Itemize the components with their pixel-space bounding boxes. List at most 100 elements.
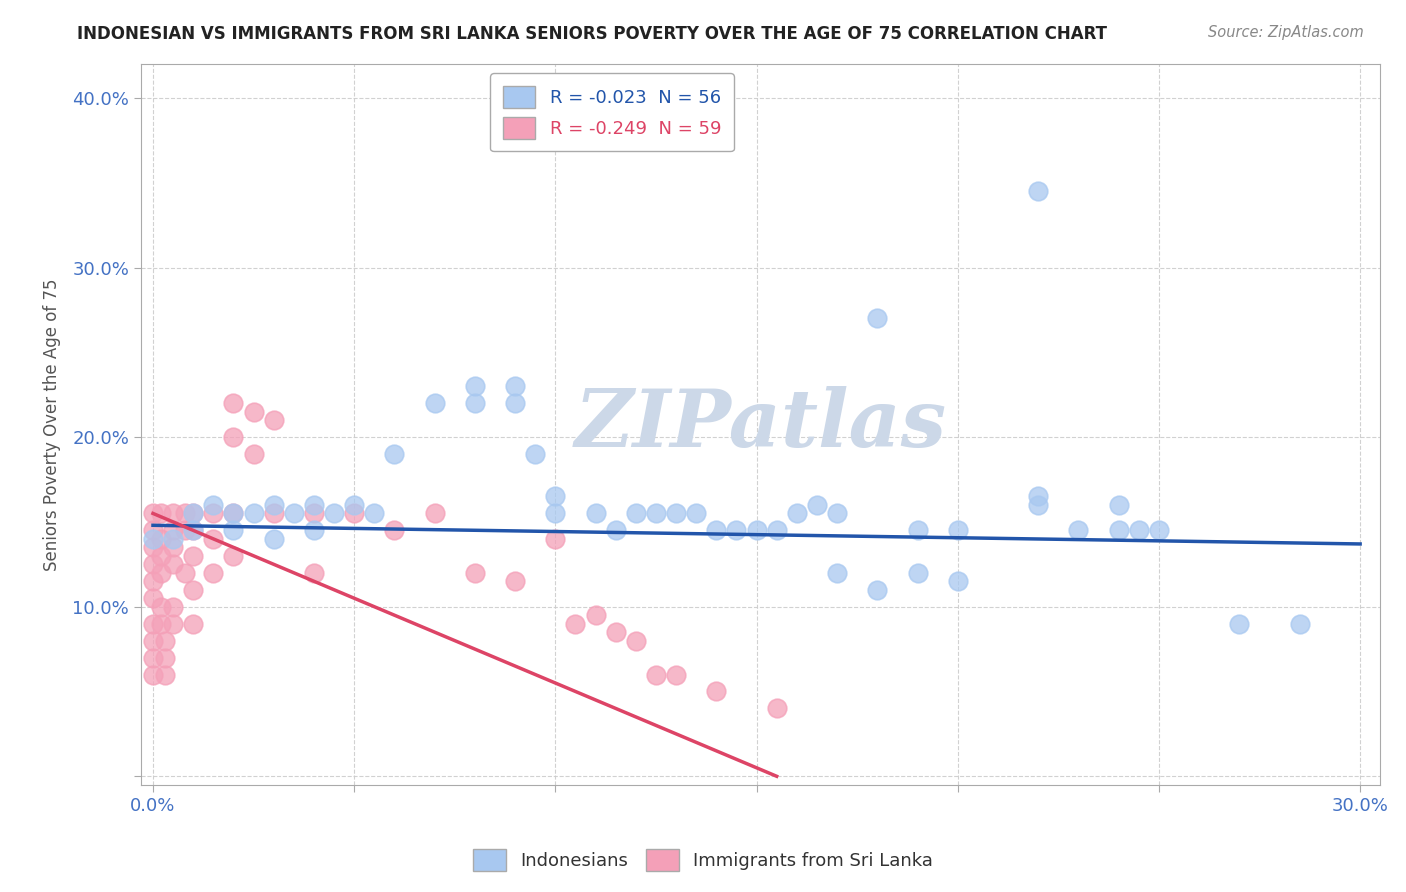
Point	[946, 574, 969, 589]
Point	[302, 507, 325, 521]
Point	[153, 667, 176, 681]
Point	[174, 566, 197, 580]
Point	[222, 507, 245, 521]
Point	[825, 566, 848, 580]
Point	[150, 616, 173, 631]
Point	[946, 524, 969, 538]
Point	[142, 633, 165, 648]
Point	[786, 507, 808, 521]
Point	[142, 667, 165, 681]
Point	[503, 574, 526, 589]
Point	[1067, 524, 1090, 538]
Point	[162, 532, 184, 546]
Point	[242, 447, 264, 461]
Point	[162, 541, 184, 555]
Point	[150, 507, 173, 521]
Point	[283, 507, 305, 521]
Point	[202, 507, 225, 521]
Point	[142, 574, 165, 589]
Point	[544, 507, 567, 521]
Point	[181, 507, 204, 521]
Point	[825, 507, 848, 521]
Point	[503, 396, 526, 410]
Point	[665, 507, 688, 521]
Point	[162, 507, 184, 521]
Point	[806, 498, 828, 512]
Point	[725, 524, 748, 538]
Point	[181, 582, 204, 597]
Point	[142, 532, 165, 546]
Point	[745, 524, 768, 538]
Point	[605, 625, 627, 640]
Point	[153, 650, 176, 665]
Point	[263, 498, 285, 512]
Point	[605, 524, 627, 538]
Point	[624, 507, 647, 521]
Point	[174, 524, 197, 538]
Point	[1026, 490, 1049, 504]
Point	[181, 549, 204, 563]
Point	[343, 507, 366, 521]
Point	[645, 507, 668, 521]
Point	[464, 566, 486, 580]
Point	[181, 616, 204, 631]
Point	[645, 667, 668, 681]
Point	[150, 549, 173, 563]
Point	[181, 524, 204, 538]
Text: ZIPatlas: ZIPatlas	[575, 385, 946, 463]
Point	[564, 616, 586, 631]
Point	[302, 524, 325, 538]
Point	[222, 549, 245, 563]
Point	[1026, 498, 1049, 512]
Point	[704, 684, 727, 698]
Point	[142, 541, 165, 555]
Point	[222, 507, 245, 521]
Point	[150, 566, 173, 580]
Point	[1026, 184, 1049, 198]
Point	[162, 558, 184, 572]
Point	[624, 633, 647, 648]
Point	[464, 379, 486, 393]
Point	[202, 566, 225, 580]
Point	[263, 507, 285, 521]
Point	[222, 524, 245, 538]
Point	[323, 507, 346, 521]
Point	[142, 524, 165, 538]
Point	[423, 507, 446, 521]
Point	[162, 616, 184, 631]
Point	[202, 498, 225, 512]
Point	[302, 566, 325, 580]
Point	[142, 591, 165, 606]
Point	[544, 532, 567, 546]
Point	[242, 507, 264, 521]
Point	[704, 524, 727, 538]
Point	[1288, 616, 1310, 631]
Point	[384, 524, 406, 538]
Point	[142, 507, 165, 521]
Point	[142, 650, 165, 665]
Legend: Indonesians, Immigrants from Sri Lanka: Indonesians, Immigrants from Sri Lanka	[465, 842, 941, 879]
Point	[150, 532, 173, 546]
Point	[263, 532, 285, 546]
Point	[1108, 498, 1130, 512]
Point	[162, 524, 184, 538]
Point	[181, 524, 204, 538]
Point	[524, 447, 547, 461]
Point	[866, 582, 889, 597]
Point	[162, 599, 184, 614]
Point	[544, 490, 567, 504]
Text: INDONESIAN VS IMMIGRANTS FROM SRI LANKA SENIORS POVERTY OVER THE AGE OF 75 CORRE: INDONESIAN VS IMMIGRANTS FROM SRI LANKA …	[77, 25, 1108, 43]
Point	[384, 447, 406, 461]
Point	[222, 396, 245, 410]
Y-axis label: Seniors Poverty Over the Age of 75: Seniors Poverty Over the Age of 75	[44, 278, 60, 571]
Point	[242, 405, 264, 419]
Point	[263, 413, 285, 427]
Point	[343, 498, 366, 512]
Point	[150, 599, 173, 614]
Point	[174, 507, 197, 521]
Point	[1229, 616, 1251, 631]
Point	[907, 566, 929, 580]
Point	[1108, 524, 1130, 538]
Point	[423, 396, 446, 410]
Point	[363, 507, 385, 521]
